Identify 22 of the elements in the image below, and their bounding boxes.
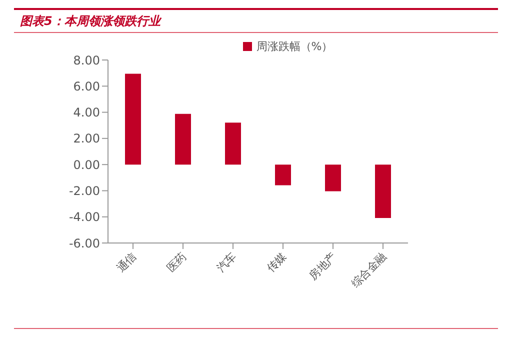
x-tick-label: 医药 <box>164 250 190 275</box>
bar <box>375 164 391 218</box>
bar <box>325 164 341 192</box>
legend-label: 周涨跌幅（%） <box>256 40 333 53</box>
x-tick-label: 综合金融 <box>348 250 390 290</box>
chart-title: 图表5：本周领涨领跌行业 <box>14 13 498 33</box>
y-tick-label: -4.00 <box>68 210 100 224</box>
y-tick-label: -6.00 <box>68 236 100 250</box>
x-tick-label: 通信 <box>114 250 140 275</box>
y-tick-label: 8.00 <box>73 53 100 68</box>
x-tick-label: 房地产 <box>306 250 340 282</box>
y-tick-label: 4.00 <box>73 106 100 120</box>
y-tick-label: 2.00 <box>73 132 100 146</box>
bar <box>225 122 241 165</box>
x-tick-label: 传媒 <box>264 250 290 275</box>
bar <box>175 114 191 165</box>
y-tick-label: 0.00 <box>73 158 100 172</box>
x-tick-label: 汽车 <box>214 250 240 275</box>
y-tick-label: 6.00 <box>73 79 100 94</box>
bar <box>275 164 291 186</box>
bar <box>125 74 141 165</box>
y-tick-label: -2.00 <box>68 184 100 198</box>
